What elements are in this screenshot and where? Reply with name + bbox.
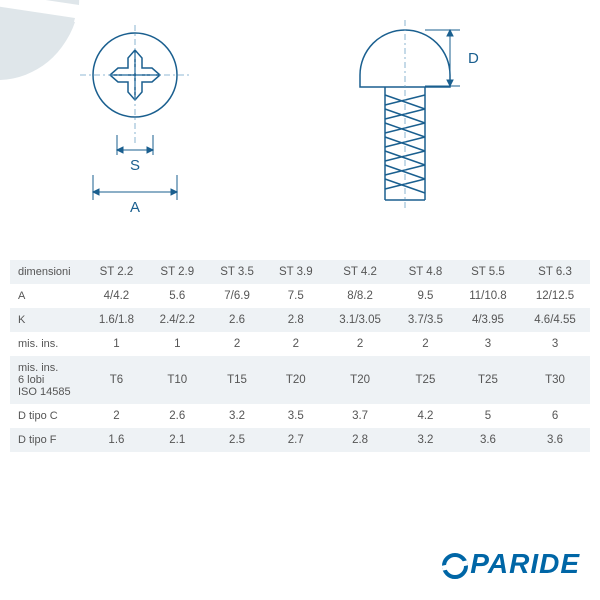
table-row: K1.6/1.82.4/2.22.62.83.1/3.053.7/3.54/3.… (10, 308, 590, 332)
table-cell: 4.6/4.55 (520, 308, 590, 332)
table-row: mis. ins. 6 lobi ISO 14585T6T10T15T20T20… (10, 356, 590, 404)
table-cell: ST 2.9 (147, 260, 208, 284)
dim-label-d: D (468, 50, 479, 67)
table-cell: 3 (456, 332, 520, 356)
row-label: mis. ins. 6 lobi ISO 14585 (10, 356, 86, 404)
technical-diagram: S A (0, 0, 600, 260)
dimensions-table: dimensioniST 2.2ST 2.9ST 3.5ST 3.9ST 4.2… (0, 260, 600, 452)
table-cell: 3.1/3.05 (325, 308, 395, 332)
table-cell: 5.6 (147, 284, 208, 308)
table-cell: 5 (456, 404, 520, 428)
table-cell: 1.6/1.8 (86, 308, 147, 332)
table-cell: T30 (520, 356, 590, 404)
table-cell: 2.7 (266, 428, 325, 452)
table-cell: T10 (147, 356, 208, 404)
row-label: mis. ins. (10, 332, 86, 356)
row-label: D tipo F (10, 428, 86, 452)
row-label: K (10, 308, 86, 332)
table-cell: 3.5 (266, 404, 325, 428)
table-cell: 1 (86, 332, 147, 356)
row-label: A (10, 284, 86, 308)
row-label: D tipo C (10, 404, 86, 428)
table-cell: 2.8 (325, 428, 395, 452)
table-cell: T15 (208, 356, 267, 404)
table-cell: ST 5.5 (456, 260, 520, 284)
table-cell: 3.6 (456, 428, 520, 452)
screw-drawings: S A (0, 0, 600, 260)
table-cell: T25 (456, 356, 520, 404)
table-row: D tipo C22.63.23.53.74.256 (10, 404, 590, 428)
table-cell: 2.8 (266, 308, 325, 332)
table-cell: 2 (325, 332, 395, 356)
table-cell: 4/3.95 (456, 308, 520, 332)
dim-label-a: A (130, 199, 140, 216)
table-cell: T20 (266, 356, 325, 404)
table-cell: 2.1 (147, 428, 208, 452)
table-cell: 12/12.5 (520, 284, 590, 308)
table-cell: 2 (86, 404, 147, 428)
table-row: dimensioniST 2.2ST 2.9ST 3.5ST 3.9ST 4.2… (10, 260, 590, 284)
table-cell: 2 (395, 332, 456, 356)
table-cell: ST 6.3 (520, 260, 590, 284)
table-cell: 2.6 (208, 308, 267, 332)
table-cell: 11/10.8 (456, 284, 520, 308)
table-cell: 3 (520, 332, 590, 356)
table-cell: 3.7 (325, 404, 395, 428)
table-cell: 8/8.2 (325, 284, 395, 308)
table-cell: 3.2 (208, 404, 267, 428)
table-cell: 9.5 (395, 284, 456, 308)
logo-mark-icon (442, 553, 468, 579)
table-cell: 2.4/2.2 (147, 308, 208, 332)
table-cell: ST 2.2 (86, 260, 147, 284)
dim-label-s: S (130, 157, 140, 174)
table-cell: 1 (147, 332, 208, 356)
table-cell: 2.5 (208, 428, 267, 452)
table-cell: 4/4.2 (86, 284, 147, 308)
table-cell: 1.6 (86, 428, 147, 452)
brand-logo: PARIDE (442, 548, 580, 580)
logo-text: PARIDE (470, 548, 580, 579)
table-row: A4/4.25.67/6.97.58/8.29.511/10.812/12.5 (10, 284, 590, 308)
table-cell: ST 4.8 (395, 260, 456, 284)
table-cell: ST 3.9 (266, 260, 325, 284)
table-cell: 2 (266, 332, 325, 356)
table-row: D tipo F1.62.12.52.72.83.23.63.6 (10, 428, 590, 452)
table-cell: ST 4.2 (325, 260, 395, 284)
table-cell: T20 (325, 356, 395, 404)
table-cell: 4.2 (395, 404, 456, 428)
row-label: dimensioni (10, 260, 86, 284)
table-cell: 2 (208, 332, 267, 356)
table-cell: 2.6 (147, 404, 208, 428)
table-cell: T6 (86, 356, 147, 404)
table-cell: 3.7/3.5 (395, 308, 456, 332)
table-cell: 3.6 (520, 428, 590, 452)
table-cell: 6 (520, 404, 590, 428)
table-row: mis. ins.11222233 (10, 332, 590, 356)
table-cell: ST 3.5 (208, 260, 267, 284)
table: dimensioniST 2.2ST 2.9ST 3.5ST 3.9ST 4.2… (10, 260, 590, 452)
table-cell: 7.5 (266, 284, 325, 308)
table-cell: 7/6.9 (208, 284, 267, 308)
table-cell: T25 (395, 356, 456, 404)
table-cell: 3.2 (395, 428, 456, 452)
